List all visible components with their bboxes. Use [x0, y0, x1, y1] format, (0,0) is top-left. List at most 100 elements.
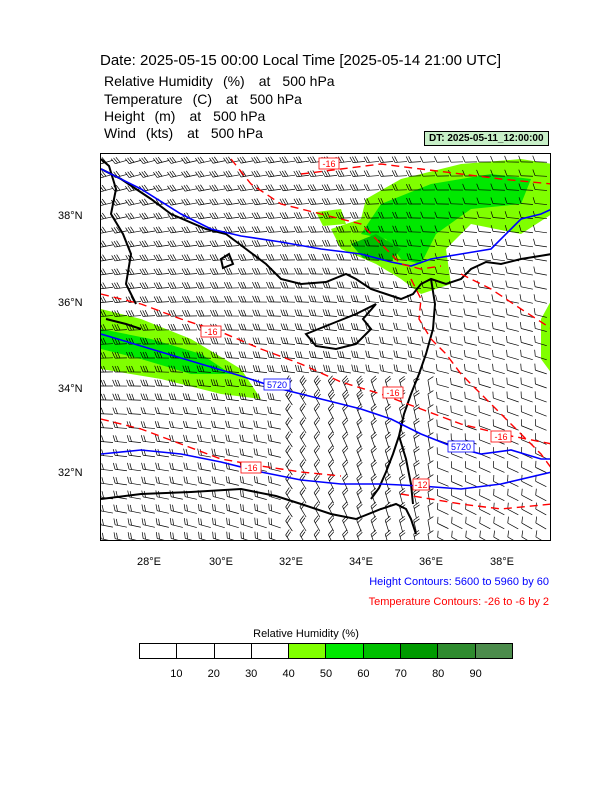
wind-barb — [138, 156, 155, 164]
wind-barb — [154, 434, 169, 444]
wind-barb — [209, 170, 225, 178]
wind-barb — [251, 156, 267, 164]
wind-barb — [211, 420, 225, 430]
wind-barb — [378, 211, 394, 219]
wind-barb — [167, 282, 184, 289]
wind-barb — [155, 476, 169, 486]
wind-barb — [479, 461, 491, 473]
wind-barb — [465, 475, 477, 487]
map-panel[interactable]: 5720 5720 -16 -16 -16 -16 — [100, 153, 551, 541]
wind-barb — [521, 474, 533, 487]
wind-barb — [101, 504, 113, 514]
wind-barb — [493, 516, 505, 530]
wind-barb — [209, 282, 226, 289]
wind-barb — [518, 197, 534, 205]
wind-barb — [299, 389, 307, 406]
wind-barb — [101, 212, 113, 220]
wind-barb — [436, 447, 449, 459]
wind-barb — [533, 238, 547, 248]
wind-barb — [167, 226, 183, 234]
wind-barb — [370, 375, 377, 392]
wind-barb — [210, 379, 226, 387]
wind-barb — [153, 310, 170, 317]
wind-barb — [293, 184, 310, 192]
wind-barb — [507, 530, 519, 540]
wind-barb — [181, 296, 198, 303]
wind-barb — [478, 363, 491, 374]
wind-barb — [463, 322, 477, 332]
wind-barb — [195, 170, 211, 178]
wind-barb — [112, 393, 128, 401]
wind-barb — [448, 239, 464, 247]
wind-barb — [405, 170, 422, 177]
wind-barb — [141, 518, 155, 528]
wind-barb — [437, 502, 449, 515]
var-name: Temperature — [104, 91, 183, 107]
wind-barb — [505, 308, 519, 318]
wind-barb — [294, 267, 310, 275]
wind-barb — [451, 502, 463, 515]
wind-barb — [293, 170, 309, 178]
wind-barb — [420, 197, 436, 205]
wind-barb — [268, 503, 281, 515]
wind-barb — [336, 267, 352, 275]
wind-barb — [294, 323, 310, 331]
wind-barb — [307, 170, 323, 178]
wind-barb — [476, 252, 491, 262]
wind-barb — [101, 365, 114, 373]
wind-barb — [342, 389, 350, 406]
wind-barb — [451, 489, 463, 501]
wind-barb — [239, 406, 253, 416]
wind-barb — [182, 365, 198, 373]
wind-barb — [168, 365, 184, 373]
wind-barb — [379, 350, 393, 360]
wind-barb — [182, 407, 198, 415]
var-name: Height — [104, 108, 145, 124]
wind-barb — [462, 225, 478, 233]
wind-barb — [209, 156, 225, 164]
wind-barb — [520, 377, 533, 389]
wind-barb — [327, 403, 335, 420]
wind-barb — [126, 379, 142, 387]
wind-barb — [427, 418, 434, 434]
wind-barb — [327, 417, 335, 434]
wind-barb — [463, 350, 477, 360]
colorbar-box — [289, 644, 327, 658]
wind-barb — [507, 460, 519, 473]
wind-barb — [140, 337, 156, 345]
wind-barb — [349, 198, 366, 205]
wind-barb — [211, 434, 225, 444]
wind-barb — [127, 532, 141, 540]
wind-barb — [349, 170, 366, 177]
wind-barb — [253, 406, 267, 416]
wind-barb — [491, 294, 505, 304]
wind-barb — [183, 476, 197, 486]
wind-barb — [342, 417, 349, 434]
wind-barb — [183, 504, 197, 514]
wind-barb — [350, 239, 366, 247]
wind-barb — [427, 516, 434, 532]
wind-barb — [299, 487, 307, 504]
wind-barb — [168, 323, 184, 331]
wind-barb — [313, 529, 321, 540]
wind-barb — [435, 336, 449, 346]
wind-barb — [421, 364, 435, 374]
wind-barb — [450, 405, 463, 417]
colorbar — [139, 643, 513, 659]
wind-barb — [518, 169, 534, 177]
wind-barb — [427, 376, 434, 392]
var-name: Wind — [104, 125, 136, 141]
wind-barb — [392, 267, 408, 275]
temp-contour — [230, 158, 442, 270]
wind-barb — [125, 198, 141, 206]
wind-barb — [182, 379, 198, 387]
wind-barb — [435, 294, 449, 304]
wind-barb — [209, 240, 226, 247]
wind-barb — [406, 183, 422, 191]
wind-barb — [356, 375, 364, 392]
wind-barb — [342, 431, 349, 448]
wind-barb — [342, 473, 349, 490]
wind-barb — [111, 324, 128, 331]
wind-barb — [349, 156, 366, 163]
wind-barb — [101, 282, 113, 290]
